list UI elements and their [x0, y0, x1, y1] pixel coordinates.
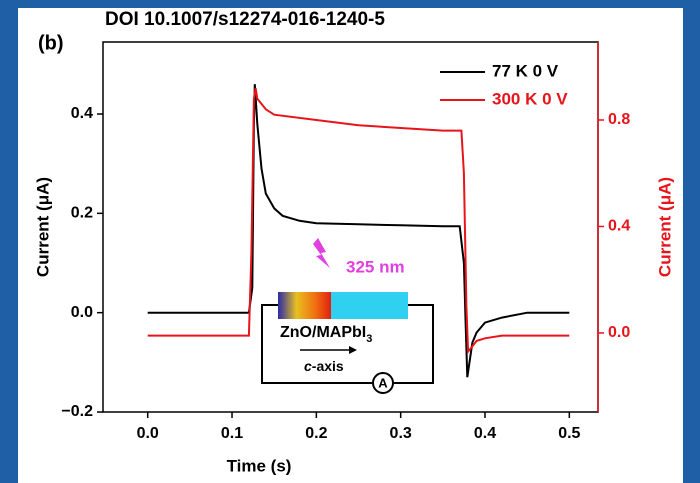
y-tick-label: 0.4 — [71, 105, 93, 122]
axis-italic: c — [304, 358, 312, 374]
y-tick-label: 0.0 — [71, 304, 93, 321]
axis-label: c-axis — [304, 358, 344, 374]
material-name: ZnO/MAPbI — [280, 324, 366, 341]
ammeter — [372, 372, 394, 394]
circuit-wire — [261, 304, 434, 384]
x-tick-label: 0.3 — [390, 425, 412, 442]
material-subscript: 3 — [366, 333, 372, 345]
znoperovskite-bar — [278, 292, 331, 319]
panel-label: (b) — [38, 32, 64, 54]
light-bolt — [313, 238, 330, 268]
series-line — [147, 84, 570, 378]
y-tick-label: 0.2 — [71, 205, 93, 222]
inset-schematic: 325 nm A ZnO/MAPbI3 c-axis — [261, 238, 434, 394]
wavelength-label: 325 nm — [346, 257, 405, 276]
axis-rest: -axis — [312, 358, 344, 374]
axis-arrowhead — [349, 346, 357, 354]
y2-axis-label: Current (μA) — [655, 177, 674, 277]
y-axis-label: Current (μA) — [33, 177, 52, 277]
x-tick-label: 0.4 — [474, 425, 496, 442]
legend-label: 77 K 0 V — [492, 61, 559, 80]
zno-bar — [331, 292, 408, 319]
x-axis-label: Time (s) — [227, 456, 292, 475]
panel-background — [18, 8, 683, 483]
y2-tick-label: 0.4 — [608, 218, 630, 235]
y2-tick-label: 0.0 — [608, 324, 630, 341]
legend-label: 300 K 0 V — [492, 89, 568, 108]
x-tick-label: 0.0 — [137, 425, 159, 442]
x-tick-label: 0.1 — [221, 425, 243, 442]
x-tick-label: 0.5 — [558, 425, 580, 442]
y2-tick-label: 0.8 — [608, 111, 630, 128]
y-tick-label: −0.2 — [61, 403, 93, 420]
x-tick-label: 0.2 — [305, 425, 327, 442]
ammeter-label: A — [378, 375, 388, 390]
series-line — [147, 87, 570, 355]
material-label: ZnO/MAPbI3 — [280, 324, 372, 345]
doi: DOI 10.1007/s12274-016-1240-5 — [105, 9, 385, 30]
